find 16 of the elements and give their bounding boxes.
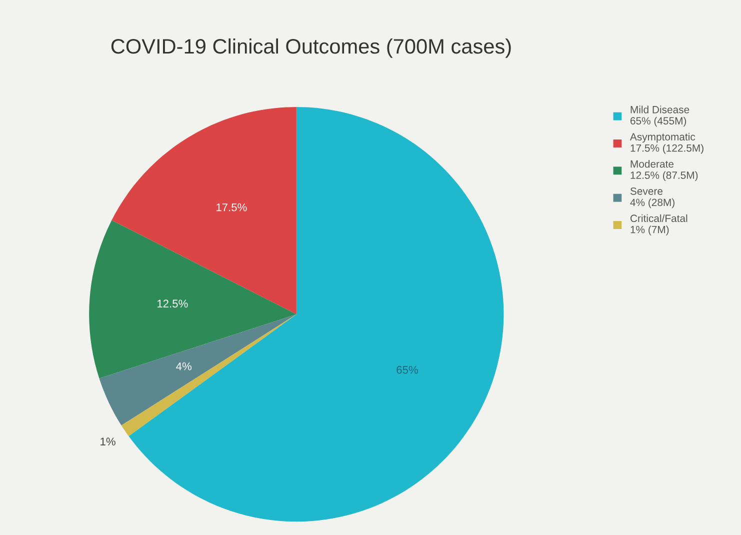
pie-slice (112, 107, 296, 314)
legend-label: Asymptomatic 17.5% (122.5M) (630, 132, 704, 154)
legend-label: Mild Disease 65% (455M) (630, 106, 690, 127)
legend-label: Moderate 12.5% (87.5M) (630, 160, 698, 181)
pie-slice (128, 107, 504, 522)
data-label: 4% (176, 362, 192, 370)
data-label: 12.5% (157, 300, 188, 308)
pie-slice (99, 314, 296, 426)
pie-slice (121, 314, 296, 436)
legend-label: Critical/Fatal 1% (7M) (630, 214, 688, 236)
data-label: 65% (396, 366, 418, 374)
data-label: 1% (100, 438, 116, 446)
data-label: 17.5% (216, 203, 247, 212)
chart-title: COVID-19 Clinical Outcomes (700M cases) (111, 38, 511, 58)
pie-slice (89, 220, 296, 378)
legend-label: Severe 4% (28M) (630, 187, 674, 208)
